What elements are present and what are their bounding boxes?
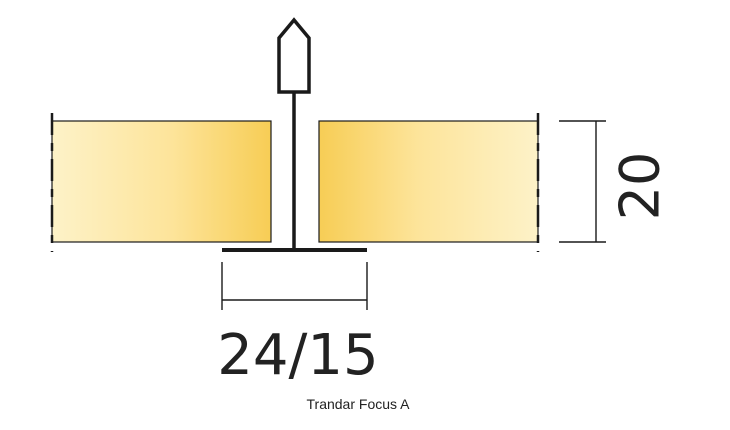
height-dimension-label: 20 bbox=[609, 152, 672, 221]
right-ceiling-panel bbox=[318, 113, 540, 252]
height-dimension: 20 bbox=[559, 120, 672, 243]
diagram-caption: Trandar Focus A bbox=[306, 396, 410, 412]
width-dimension: 24/15 bbox=[217, 262, 379, 388]
t-bar-profile bbox=[222, 17, 367, 252]
left-ceiling-panel bbox=[50, 113, 272, 252]
width-dimension-label: 24/15 bbox=[217, 323, 378, 388]
